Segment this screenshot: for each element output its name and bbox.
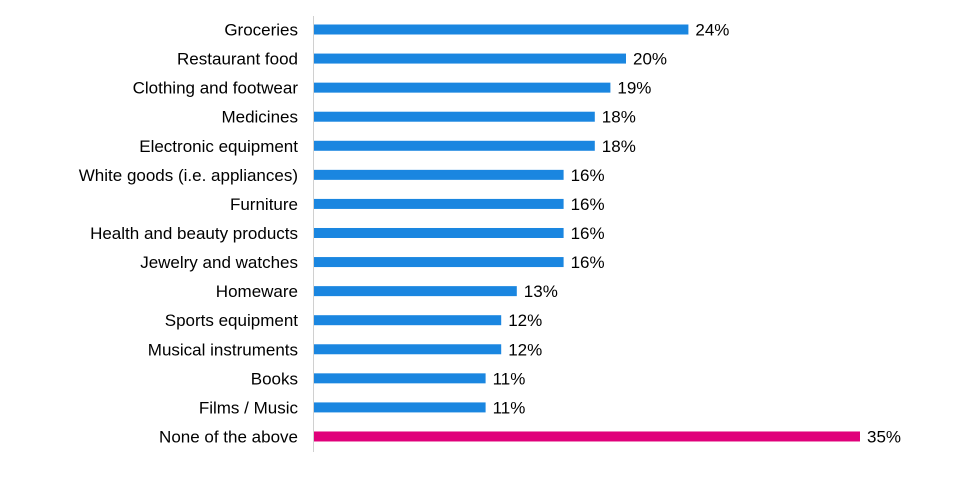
bar-12 (314, 373, 486, 384)
category-label-1: Restaurant food (177, 50, 298, 69)
value-label-1: 20% (633, 50, 667, 69)
bar-2 (314, 82, 611, 93)
value-label-14: 35% (867, 427, 901, 446)
value-label-0: 24% (695, 21, 729, 40)
value-label-10: 12% (508, 311, 542, 330)
value-label-5: 16% (571, 166, 605, 185)
bar-13 (314, 402, 486, 413)
category-label-10: Sports equipment (165, 311, 299, 330)
bars-layer (314, 24, 860, 442)
value-label-12: 11% (493, 369, 526, 388)
bar-6 (314, 198, 564, 209)
bar-10 (314, 315, 502, 326)
value-label-11: 12% (508, 340, 542, 359)
bar-4 (314, 140, 595, 151)
category-label-13: Films / Music (199, 398, 299, 417)
category-label-9: Homeware (216, 282, 298, 301)
category-label-0: Groceries (224, 21, 298, 40)
category-label-12: Books (251, 369, 298, 388)
value-label-2: 19% (617, 79, 651, 98)
value-label-8: 16% (571, 253, 605, 272)
bar-5 (314, 169, 564, 180)
bar-9 (314, 286, 517, 297)
bar-8 (314, 257, 564, 268)
category-label-6: Furniture (230, 195, 298, 214)
category-label-5: White goods (i.e. appliances) (79, 166, 298, 185)
value-label-4: 18% (602, 137, 636, 156)
bar-11 (314, 344, 502, 355)
category-label-8: Jewelry and watches (140, 253, 298, 272)
category-label-7: Health and beauty products (90, 224, 298, 243)
value-label-7: 16% (571, 224, 605, 243)
category-label-14: None of the above (159, 427, 298, 446)
labels-layer: Groceries 24% Restaurant food 20% Clothing a… (79, 21, 901, 447)
value-label-3: 18% (602, 108, 636, 127)
value-label-6: 16% (571, 195, 605, 214)
category-label-3: Medicines (221, 108, 298, 127)
category-label-4: Electronic equipment (139, 137, 298, 156)
value-label-13: 11% (493, 398, 526, 417)
bar-14 (314, 431, 860, 442)
bar-7 (314, 227, 564, 238)
category-label-2: Clothing and footwear (133, 79, 299, 98)
category-label-11: Musical instruments (148, 340, 298, 359)
value-label-9: 13% (524, 282, 558, 301)
bar-1 (314, 53, 626, 64)
bar-3 (314, 111, 595, 122)
bar-0 (314, 24, 689, 35)
